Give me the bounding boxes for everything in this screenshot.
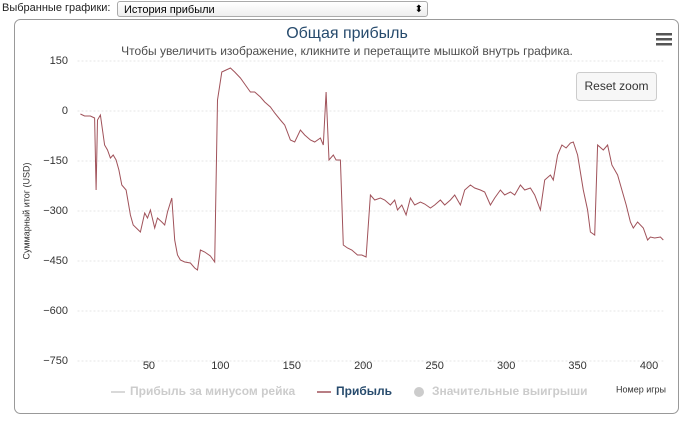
x-tick-label: 200 bbox=[354, 360, 372, 372]
button-label: Reset zoom bbox=[584, 79, 648, 93]
reset-zoom-button[interactable]: Reset zoom bbox=[576, 72, 657, 101]
y-tick-label: −450 bbox=[43, 255, 68, 267]
x-tick-label: 350 bbox=[568, 360, 586, 372]
y-tick-label: −600 bbox=[43, 305, 68, 317]
menu-button[interactable] bbox=[656, 33, 672, 46]
series-line bbox=[80, 67, 664, 271]
chart-frame bbox=[14, 19, 679, 414]
x-tick-label: 300 bbox=[497, 360, 515, 372]
legend-marker bbox=[414, 387, 424, 397]
chart-select[interactable]: История прибыли bbox=[117, 1, 428, 18]
x-tick-label: 100 bbox=[211, 360, 229, 372]
chart-title: Общая прибыль bbox=[286, 25, 408, 42]
button-bg bbox=[576, 72, 657, 101]
x-tick-label: 50 bbox=[143, 360, 155, 372]
legend-label: Прибыль bbox=[336, 384, 392, 398]
chart-subtitle: Чтобы увеличить изображение, кликните и … bbox=[121, 44, 573, 58]
x-tick-label: 400 bbox=[640, 360, 658, 372]
legend-label: Значительные выигрыши bbox=[432, 384, 588, 398]
x-axis-label: Номер игры bbox=[616, 384, 666, 394]
x-tick-label: 250 bbox=[426, 360, 444, 372]
menu-bar bbox=[656, 38, 672, 41]
y-tick-label: −150 bbox=[43, 155, 68, 167]
legend-item[interactable]: Прибыль за минусом рейка bbox=[111, 384, 295, 398]
legend-label: Прибыль за минусом рейка bbox=[130, 384, 295, 398]
menu-bar bbox=[656, 33, 672, 36]
y-tick-label: 150 bbox=[50, 55, 68, 67]
menu-bar bbox=[656, 43, 672, 46]
y-tick-label: 0 bbox=[62, 105, 68, 117]
controls-label: Выбранные графики: bbox=[2, 2, 111, 14]
legend-item[interactable]: Прибыль bbox=[317, 384, 392, 398]
legend-item[interactable]: Значительные выигрыши bbox=[414, 384, 588, 398]
x-tick-label: 150 bbox=[283, 360, 301, 372]
y-tick-label: −750 bbox=[43, 355, 68, 367]
y-axis-label: Суммарный итог (USD) bbox=[21, 162, 31, 259]
y-tick-label: −300 bbox=[43, 205, 68, 217]
